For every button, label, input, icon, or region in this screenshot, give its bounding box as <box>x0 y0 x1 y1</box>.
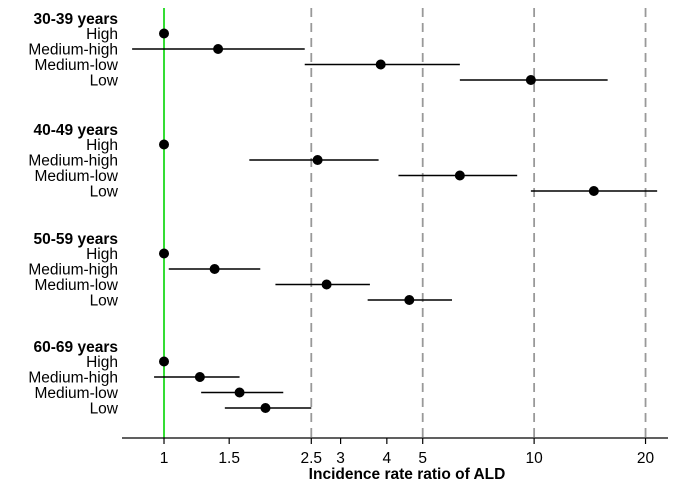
point-estimate <box>209 264 220 274</box>
x-tick-label: 5 <box>418 450 427 467</box>
row-label: High <box>86 137 118 154</box>
group-title: 60-69 years <box>34 339 118 356</box>
point-estimate <box>234 387 245 398</box>
row-label: Medium-high <box>28 153 118 170</box>
row-labels-layer: 30-39 yearsHighMedium-highMedium-lowLow4… <box>28 11 118 418</box>
row-label: High <box>86 246 118 263</box>
row-label: Low <box>90 184 119 201</box>
point-estimate <box>159 356 170 367</box>
point-estimate <box>194 372 205 382</box>
point-estimate <box>454 170 465 181</box>
group-title: 40-49 years <box>34 122 118 139</box>
point-estimate <box>213 44 224 54</box>
x-tick-label: 3 <box>336 450 345 467</box>
point-estimate <box>404 295 415 305</box>
point-estimate <box>260 403 271 413</box>
x-tick-label: 1.5 <box>218 450 240 467</box>
row-label: Medium-low <box>34 57 118 74</box>
row-label: Low <box>90 401 119 418</box>
x-tick-label: 4 <box>383 450 392 467</box>
row-label: Medium-high <box>28 262 118 279</box>
point-estimate <box>375 59 386 70</box>
point-estimate <box>525 75 536 85</box>
point-estimate <box>159 139 170 150</box>
row-label: Low <box>90 293 119 310</box>
row-label: Medium-high <box>28 370 118 387</box>
row-label: Medium-low <box>34 385 118 402</box>
row-label: High <box>86 26 118 43</box>
x-tick-label: 20 <box>637 450 655 467</box>
row-label: Medium-high <box>28 42 118 59</box>
row-label: Low <box>90 73 119 90</box>
point-estimate <box>159 248 170 259</box>
dashed-reference-lines <box>310 8 647 438</box>
x-tick-label: 1 <box>160 450 169 467</box>
x-axis-title: Incidence rate ratio of ALD <box>309 466 506 483</box>
group-title: 30-39 years <box>34 11 118 28</box>
x-tick-label: 10 <box>525 450 543 467</box>
x-tick-label: 2.5 <box>301 450 323 467</box>
x-axis: 1 1.5 2.5 3 4 5 10 20 Incidence rate ratio of AL… <box>122 437 668 483</box>
point-estimate <box>159 28 170 39</box>
point-estimate <box>588 186 599 196</box>
point-estimate <box>312 155 323 165</box>
row-label: Medium-low <box>34 168 118 185</box>
point-estimate <box>321 279 332 290</box>
group-title: 50-59 years <box>34 231 118 248</box>
row-label: High <box>86 354 118 371</box>
estimates-layer <box>132 28 658 413</box>
row-label: Medium-low <box>34 277 118 294</box>
